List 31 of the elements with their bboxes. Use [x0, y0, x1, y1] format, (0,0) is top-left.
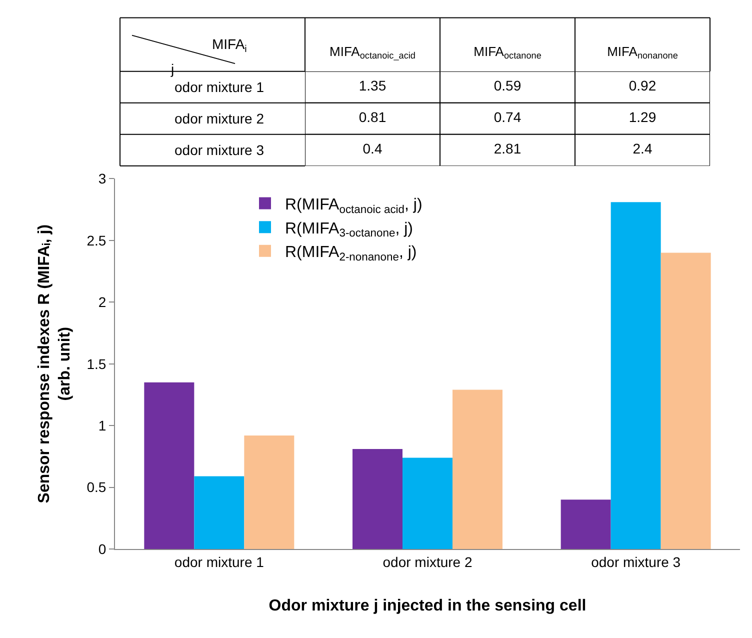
y-tick-label: 3 — [98, 170, 106, 187]
x-tick-label: MIFA$_{nonanone}$ — [607, 44, 678, 60]
data-label: 0.81 — [358, 109, 386, 126]
data-label: 1.35 — [358, 78, 386, 94]
x-axis-title: MIFA$_{i}$ — [212, 36, 247, 55]
legend-label: R(MIFA$_{3-octanone}$, j) — [285, 220, 413, 240]
y-axis-title: Sensor response indexes R (MIFAᵢ, j) (arb. unit) — [36, 224, 74, 504]
x-axis-title: Odor mixture j injected in the sensing cell — [268, 598, 586, 615]
x-tick-label: MIFA$_{octanone}$ — [474, 44, 542, 60]
y-axis-title: j — [170, 61, 174, 77]
legend-label: R(MIFA$_{2-nonanone}$, j) — [285, 244, 417, 264]
y-tick-label: 1 — [98, 417, 106, 434]
y-tick-label: odor mixture 2 — [174, 110, 264, 127]
x-tick-label: odor mixture 3 — [591, 554, 681, 570]
y-tick-label: odor mixture 3 — [174, 142, 264, 158]
data-label: 0.59 — [494, 78, 522, 94]
data-label: 2.81 — [494, 140, 522, 157]
x-tick-label: MIFA$_{octanoic_acid}$ — [330, 44, 416, 60]
y-tick-label: 0 — [98, 540, 106, 557]
data-label: 2.4 — [632, 140, 652, 157]
data-label: 1.29 — [628, 109, 656, 126]
y-tick-label: 0.5 — [86, 479, 106, 496]
data-label: 0.4 — [362, 140, 382, 157]
y-tick-label: 2 — [98, 294, 106, 310]
data-label: 0.92 — [628, 78, 656, 94]
y-tick-label: odor mixture 1 — [174, 79, 264, 96]
data-label: 0.74 — [494, 109, 522, 126]
y-tick-label: 1.5 — [86, 356, 106, 372]
x-tick-label: odor mixture 2 — [382, 554, 472, 570]
y-tick-label: 2.5 — [86, 232, 106, 248]
legend-label: R(MIFA$_{octanoic acid}$, j) — [285, 196, 422, 216]
